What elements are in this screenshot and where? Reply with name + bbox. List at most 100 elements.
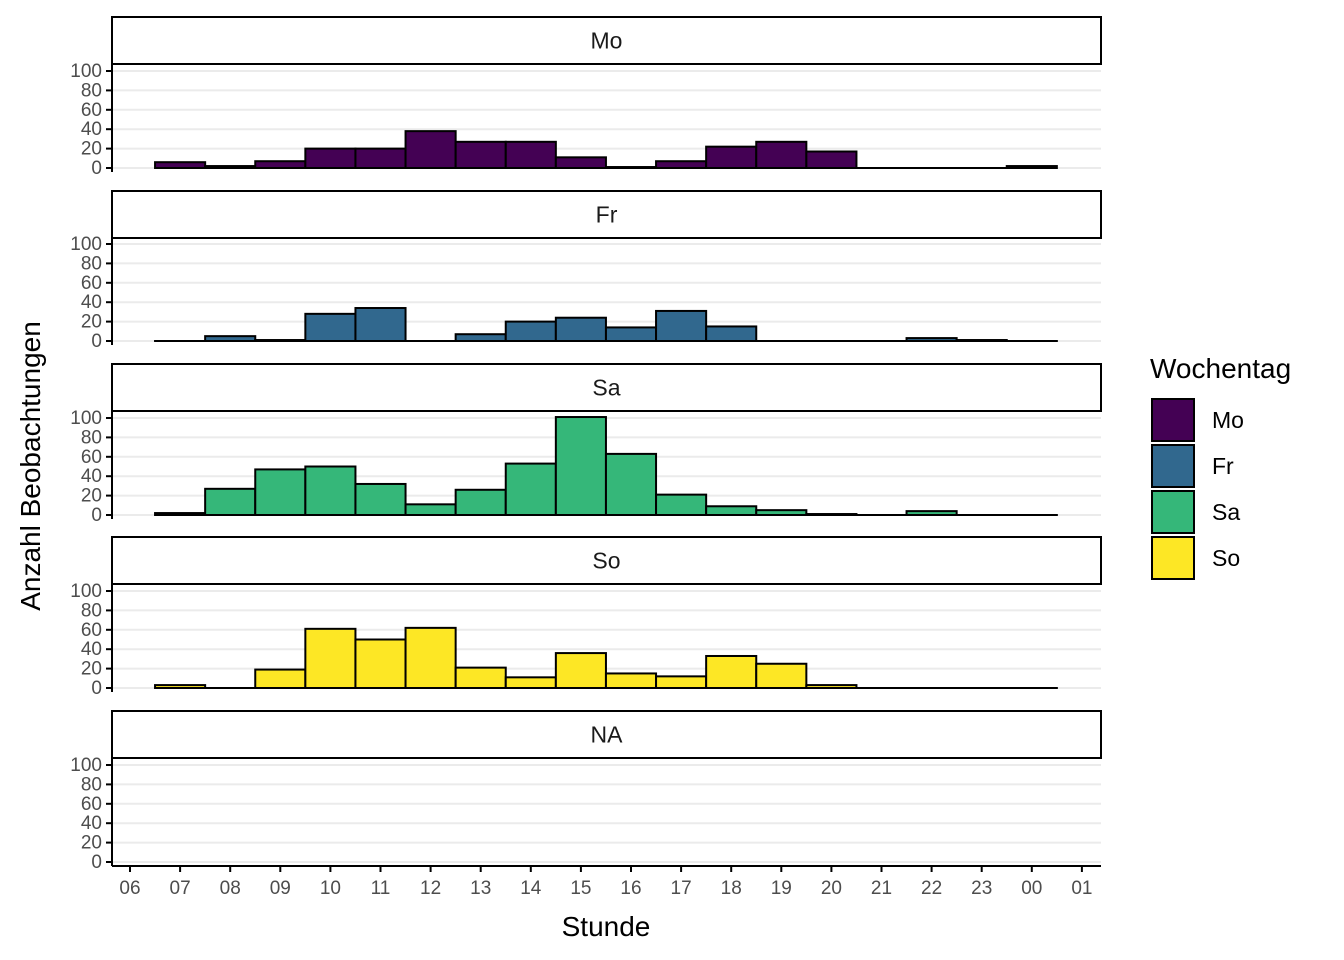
legend-title: Wochentag [1150,353,1291,384]
y-tick-label: 100 [70,581,102,602]
facet-strip-label: Mo [591,28,623,54]
y-axis-title: Anzahl Beobachtungen [15,321,46,611]
y-tick-label: 100 [70,61,102,82]
bar [755,140,808,169]
y-tick-label: 40 [81,466,102,487]
bar [354,147,407,170]
x-tick-label: 11 [371,878,391,899]
y-tick-label: 60 [81,100,102,121]
facet-panels: Mo020406080100Fr020406080100Sa0204060801… [70,16,1102,873]
bar [254,668,307,690]
legend-swatch [1151,490,1195,534]
y-tick-label: 20 [81,312,102,333]
legend-swatch [1151,398,1195,442]
bar [604,326,658,343]
x-tick-label: 00 [1021,878,1042,899]
bar [955,339,1008,342]
bar [354,482,407,516]
y-tick-label: 100 [70,234,102,255]
x-tick-label: 14 [520,878,542,899]
bar [304,147,357,170]
y-tick-label: 20 [81,139,102,160]
x-tick-label: 17 [671,878,692,899]
bar [504,676,557,690]
legend-item: Sa [1151,490,1240,534]
bar [554,156,607,170]
legend-label: Fr [1212,453,1234,479]
y-tick-label: 40 [81,813,102,834]
bar [254,160,307,170]
x-tick-label: 06 [119,878,140,899]
bar [504,320,557,343]
bar [354,307,407,342]
legend-item: Mo [1151,398,1244,442]
y-tick-label: 80 [81,253,102,274]
y-tick-label: 60 [81,620,102,641]
y-tick-label: 100 [70,408,102,429]
bar [1005,165,1058,169]
bar [454,666,507,690]
y-tick-label: 40 [81,292,102,313]
facet-strip [111,710,1102,759]
bar [655,675,708,689]
legend-item: So [1151,536,1240,580]
x-tick-label: 10 [320,878,341,899]
x-tick-label: 22 [921,878,942,899]
x-tick-label: 13 [470,878,491,899]
bar [154,512,207,516]
x-tick-label: 09 [270,878,291,899]
legend-swatch [1151,444,1195,488]
x-tick-label: 18 [721,878,742,899]
x-tick-label: 12 [420,878,441,899]
bar [604,166,658,169]
bar [404,503,457,516]
x-tick-label: 20 [821,878,842,899]
x-tick-label: 07 [170,878,191,899]
y-tick-label: 20 [81,659,102,680]
legend-label: Mo [1212,407,1244,433]
y-tick-label: 0 [91,678,102,699]
bar [254,339,307,342]
x-tick-label: 23 [971,878,992,899]
bar [705,654,758,689]
x-tick-label: 15 [570,878,591,899]
bar [554,416,607,516]
legend-label: So [1212,545,1240,571]
bar [404,130,457,169]
bar [604,452,658,517]
x-tick-label: 08 [220,878,241,899]
bar [454,488,507,516]
bar [805,684,858,690]
bar [504,462,557,516]
bar [454,333,507,342]
y-tick-label: 0 [91,331,102,352]
facet-strip [111,536,1102,585]
x-tick-label: 21 [871,878,892,899]
bar [805,150,858,169]
legend: Wochentag Mo Fr Sa So [1150,353,1291,580]
x-axis-title: Stunde [562,911,651,942]
y-tick-label: 0 [91,505,102,526]
facet-strip-label: So [592,548,620,574]
y-tick-label: 60 [81,794,102,815]
y-tick-label: 0 [91,852,102,873]
y-tick-label: 40 [81,119,102,140]
y-tick-label: 100 [70,755,102,776]
bar [204,487,257,516]
facet-strip-label: Sa [592,375,620,401]
x-tick-label: 01 [1071,878,1092,899]
bar [304,627,357,690]
bar [755,509,808,516]
y-tick-label: 80 [81,427,102,448]
facet-strip [111,16,1102,65]
facet-strip [111,363,1102,412]
facet-strip-label: Fr [596,202,618,228]
y-tick-label: 60 [81,273,102,294]
y-tick-label: 80 [81,600,102,621]
y-tick-label: 80 [81,80,102,101]
